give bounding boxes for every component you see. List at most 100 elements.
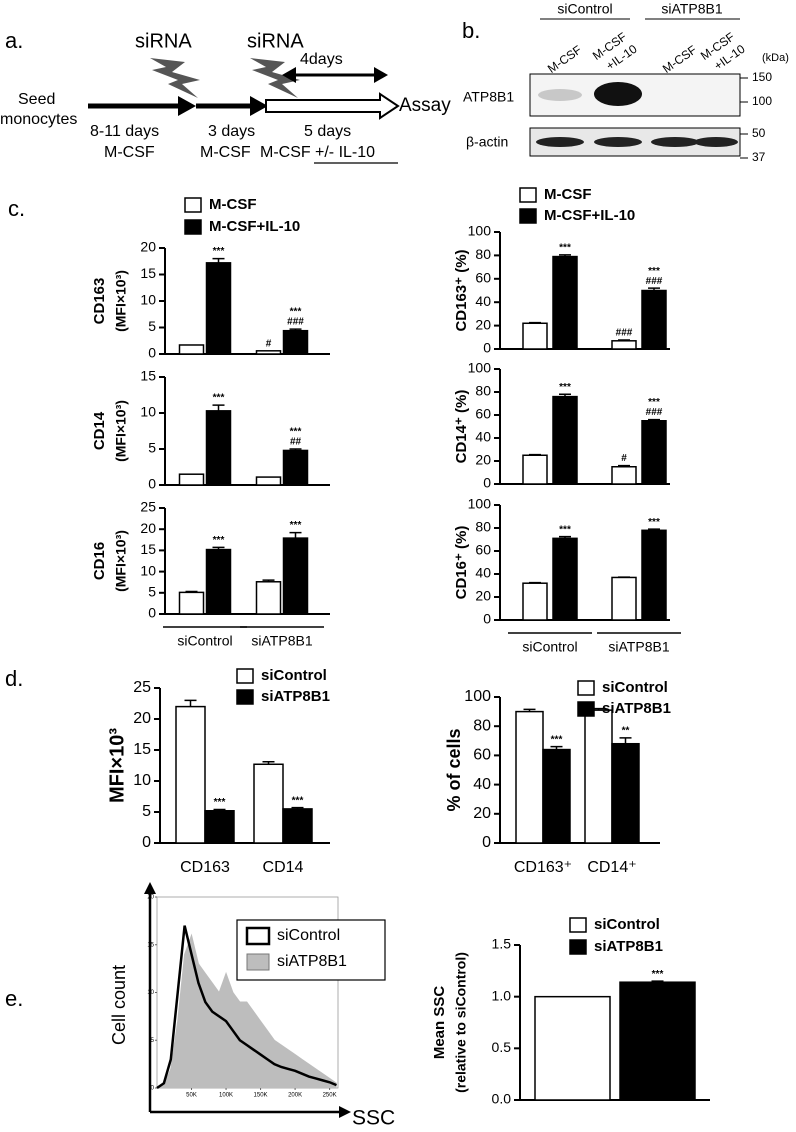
bar <box>584 709 613 844</box>
y-tick-label: 10 <box>140 292 156 308</box>
y-axis-label: CD14 <box>91 411 108 450</box>
y-tick-label: 0 <box>148 345 156 361</box>
y-tick-label: 5 <box>142 803 151 820</box>
legend-label: siControl <box>261 667 327 684</box>
error-bar <box>529 453 541 456</box>
legend-label: siControl <box>277 927 340 944</box>
y-tick-label: 0 <box>483 611 491 627</box>
bar <box>178 344 205 355</box>
significance-label: *** <box>213 535 225 546</box>
step-medium: M-CSF <box>260 144 311 161</box>
bar <box>255 476 282 486</box>
panel-label: e. <box>5 986 23 1011</box>
x-tick-label: CD163⁺ <box>514 859 572 876</box>
lightning-icon <box>150 58 200 98</box>
marker-label: 150 <box>752 70 772 84</box>
y-tick-label: 40 <box>475 429 491 445</box>
y-axis-label: Mean SSC <box>431 986 448 1060</box>
legend-label: M-CSF <box>209 196 257 213</box>
row-label: β-actin <box>466 134 508 150</box>
band <box>594 137 642 147</box>
significance-label: *** <box>652 969 664 980</box>
error-bar <box>651 980 664 983</box>
step-medium: M-CSF <box>104 144 155 161</box>
significance-label: *** <box>551 734 563 745</box>
bar <box>611 340 637 350</box>
y-axis-label: (MFI×10³) <box>113 400 129 462</box>
protocol-diagram: siRNA siRNA 4days Seed monocytes Assay 8… <box>0 30 451 164</box>
significance-label: *** <box>213 246 225 257</box>
y-tick-label: 5 <box>151 1038 155 1044</box>
legend-swatch <box>236 668 254 684</box>
x-tick-label: 50K <box>186 1093 197 1099</box>
y-tick-label: 80 <box>475 519 491 535</box>
bar <box>552 255 578 350</box>
y-tick-label: 60 <box>475 406 491 422</box>
significance-label: *** <box>559 242 571 253</box>
band <box>538 89 582 101</box>
significance-label: ### <box>646 407 663 418</box>
bar <box>641 420 667 485</box>
bar <box>641 529 667 621</box>
western-blot: siControl siATP8B1 M-CSF M-CSF +IL-10 M-… <box>463 1 789 164</box>
band <box>536 137 584 147</box>
y-axis-label: CD16⁺ (%) <box>453 526 470 600</box>
y-tick-label: 60 <box>473 747 491 764</box>
bar <box>611 466 637 485</box>
legend-label: M-CSF+IL-10 <box>544 207 635 224</box>
bar <box>641 289 667 350</box>
bar <box>611 742 640 844</box>
y-tick-label: 20 <box>473 805 491 822</box>
significance-label: *** <box>290 520 302 531</box>
error-bar <box>618 464 630 467</box>
significance-label: *** <box>213 393 225 404</box>
unit-label: (kDa) <box>762 52 789 64</box>
y-tick-label: 5 <box>148 318 156 334</box>
bar <box>611 576 637 621</box>
bar <box>282 537 309 615</box>
y-tick-label: 100 <box>464 688 491 705</box>
y-tick-label: 60 <box>475 270 491 286</box>
arrow-head <box>374 67 388 83</box>
y-tick-label: 20 <box>140 520 156 536</box>
y-axis-label: CD163 <box>91 278 108 325</box>
x-tick-label: 200K <box>288 1093 302 1099</box>
marker-label: 50 <box>752 126 766 140</box>
error-bar <box>291 806 304 809</box>
bar <box>205 262 232 355</box>
significance-label: *** <box>648 266 660 277</box>
error-bar <box>523 708 536 712</box>
x-tick-label: 250K <box>323 1093 337 1099</box>
error-bar <box>289 448 302 451</box>
legend-swatch <box>246 953 270 971</box>
y-tick-label: 0.0 <box>492 1091 512 1107</box>
y-tick-label: 80 <box>475 246 491 262</box>
y-tick-label: 20 <box>133 710 151 727</box>
histogram-line <box>156 933 337 1089</box>
group-label: siATP8B1 <box>661 1 722 17</box>
y-tick-label: 0.5 <box>492 1039 512 1055</box>
error-bar <box>185 590 198 593</box>
group-label: siControl <box>557 1 612 17</box>
panel-label: c. <box>8 196 25 221</box>
y-tick-label: 40 <box>473 776 491 793</box>
bar <box>522 322 548 350</box>
x-tick-label: siControl <box>177 633 232 649</box>
y-tick-label: 20 <box>475 452 491 468</box>
x-tick-label: 150K <box>254 1093 268 1099</box>
y-axis-label: (MFI×10³) <box>113 270 129 332</box>
y-tick-label: 10 <box>140 562 156 578</box>
y-tick-label: 20 <box>475 316 491 332</box>
panel-label: a. <box>5 28 23 53</box>
marker-label: 37 <box>752 150 766 164</box>
x-tick-label: siControl <box>522 639 577 655</box>
bar <box>205 410 232 486</box>
bar <box>522 582 548 621</box>
x-tick-label: 100K <box>219 1093 233 1099</box>
legend-swatch <box>577 701 595 717</box>
significance-label: ## <box>290 437 302 448</box>
y-tick-label: 20 <box>140 239 156 255</box>
arrow-head <box>339 1106 351 1118</box>
error-bar <box>559 535 571 539</box>
y-tick-label: 80 <box>473 717 491 734</box>
